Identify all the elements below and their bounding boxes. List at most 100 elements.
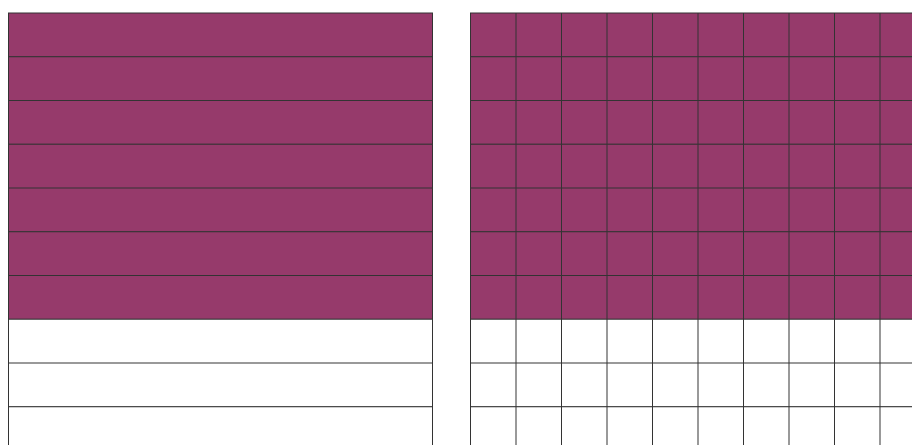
right-cell (743, 143, 790, 189)
right-cell (561, 231, 608, 276)
right-cell (652, 406, 699, 445)
right-cell (834, 143, 881, 189)
right-cell (561, 318, 608, 364)
right-cell (515, 406, 562, 445)
right-cell (697, 12, 744, 58)
right-cell (561, 143, 608, 189)
right-cell (834, 56, 881, 101)
right-cell (743, 318, 790, 364)
right-cell (743, 275, 790, 320)
right-cell (697, 56, 744, 101)
right-cell (606, 275, 653, 320)
right-cell (879, 100, 912, 145)
right-cell (879, 143, 912, 189)
right-cell (834, 231, 881, 276)
right-cell (652, 275, 699, 320)
right-cell (879, 231, 912, 276)
left-row (8, 187, 433, 233)
right-cell (697, 143, 744, 189)
right-cell (606, 187, 653, 233)
right-cell (652, 231, 699, 276)
right-cell (652, 143, 699, 189)
left-row (8, 12, 433, 58)
right-cell (606, 56, 653, 101)
left-row (8, 275, 433, 320)
right-cell (470, 100, 517, 145)
right-cell (652, 56, 699, 101)
right-cell (697, 362, 744, 408)
right-cell (515, 12, 562, 58)
left-row (8, 362, 433, 408)
right-cell (834, 362, 881, 408)
right-cell (697, 231, 744, 276)
right-cell (652, 187, 699, 233)
right-cell (879, 362, 912, 408)
right-cell (561, 56, 608, 101)
right-cell (606, 143, 653, 189)
right-cell (788, 406, 835, 445)
right-cell (470, 231, 517, 276)
right-cell (743, 362, 790, 408)
right-cell (652, 318, 699, 364)
right-cell (743, 231, 790, 276)
right-cell (788, 100, 835, 145)
right-cell (561, 12, 608, 58)
right-cell (561, 100, 608, 145)
left-row (8, 143, 433, 189)
right-cell (606, 362, 653, 408)
right-cell (788, 231, 835, 276)
right-cell (879, 406, 912, 445)
right-cell (788, 12, 835, 58)
right-cell (743, 56, 790, 101)
right-cell (834, 318, 881, 364)
right-cell (606, 406, 653, 445)
right-cell (515, 143, 562, 189)
right-cell (697, 187, 744, 233)
right-cell (606, 231, 653, 276)
right-cell (788, 187, 835, 233)
right-cell (470, 143, 517, 189)
right-cell (879, 12, 912, 58)
right-cell (515, 275, 562, 320)
right-cell (834, 406, 881, 445)
right-cell (788, 275, 835, 320)
right-cell (470, 187, 517, 233)
left-row (8, 406, 433, 445)
right-cell (470, 275, 517, 320)
right-cell (879, 187, 912, 233)
right-cell (606, 12, 653, 58)
right-cell (697, 100, 744, 145)
right-cell (515, 362, 562, 408)
right-cell (561, 187, 608, 233)
right-cell (515, 187, 562, 233)
right-cell (470, 56, 517, 101)
right-cell (561, 406, 608, 445)
right-cell (697, 406, 744, 445)
right-cell (470, 12, 517, 58)
right-cell (788, 56, 835, 101)
right-cell (743, 187, 790, 233)
left-row (8, 56, 433, 101)
right-cell (697, 275, 744, 320)
right-cell (879, 275, 912, 320)
left-row (8, 100, 433, 145)
right-cell (743, 12, 790, 58)
right-cell (743, 100, 790, 145)
right-cell (515, 231, 562, 276)
right-cell (515, 100, 562, 145)
right-cell (470, 318, 517, 364)
right-cell (515, 56, 562, 101)
right-cell (652, 12, 699, 58)
right-cell (606, 100, 653, 145)
right-cell (515, 318, 562, 364)
right-cell (743, 406, 790, 445)
right-cell (834, 187, 881, 233)
right-cell (470, 362, 517, 408)
right-cell (834, 275, 881, 320)
right-cell (561, 362, 608, 408)
right-cell (652, 100, 699, 145)
left-row (8, 231, 433, 276)
right-cell (879, 56, 912, 101)
right-cell (561, 275, 608, 320)
right-cell (788, 318, 835, 364)
